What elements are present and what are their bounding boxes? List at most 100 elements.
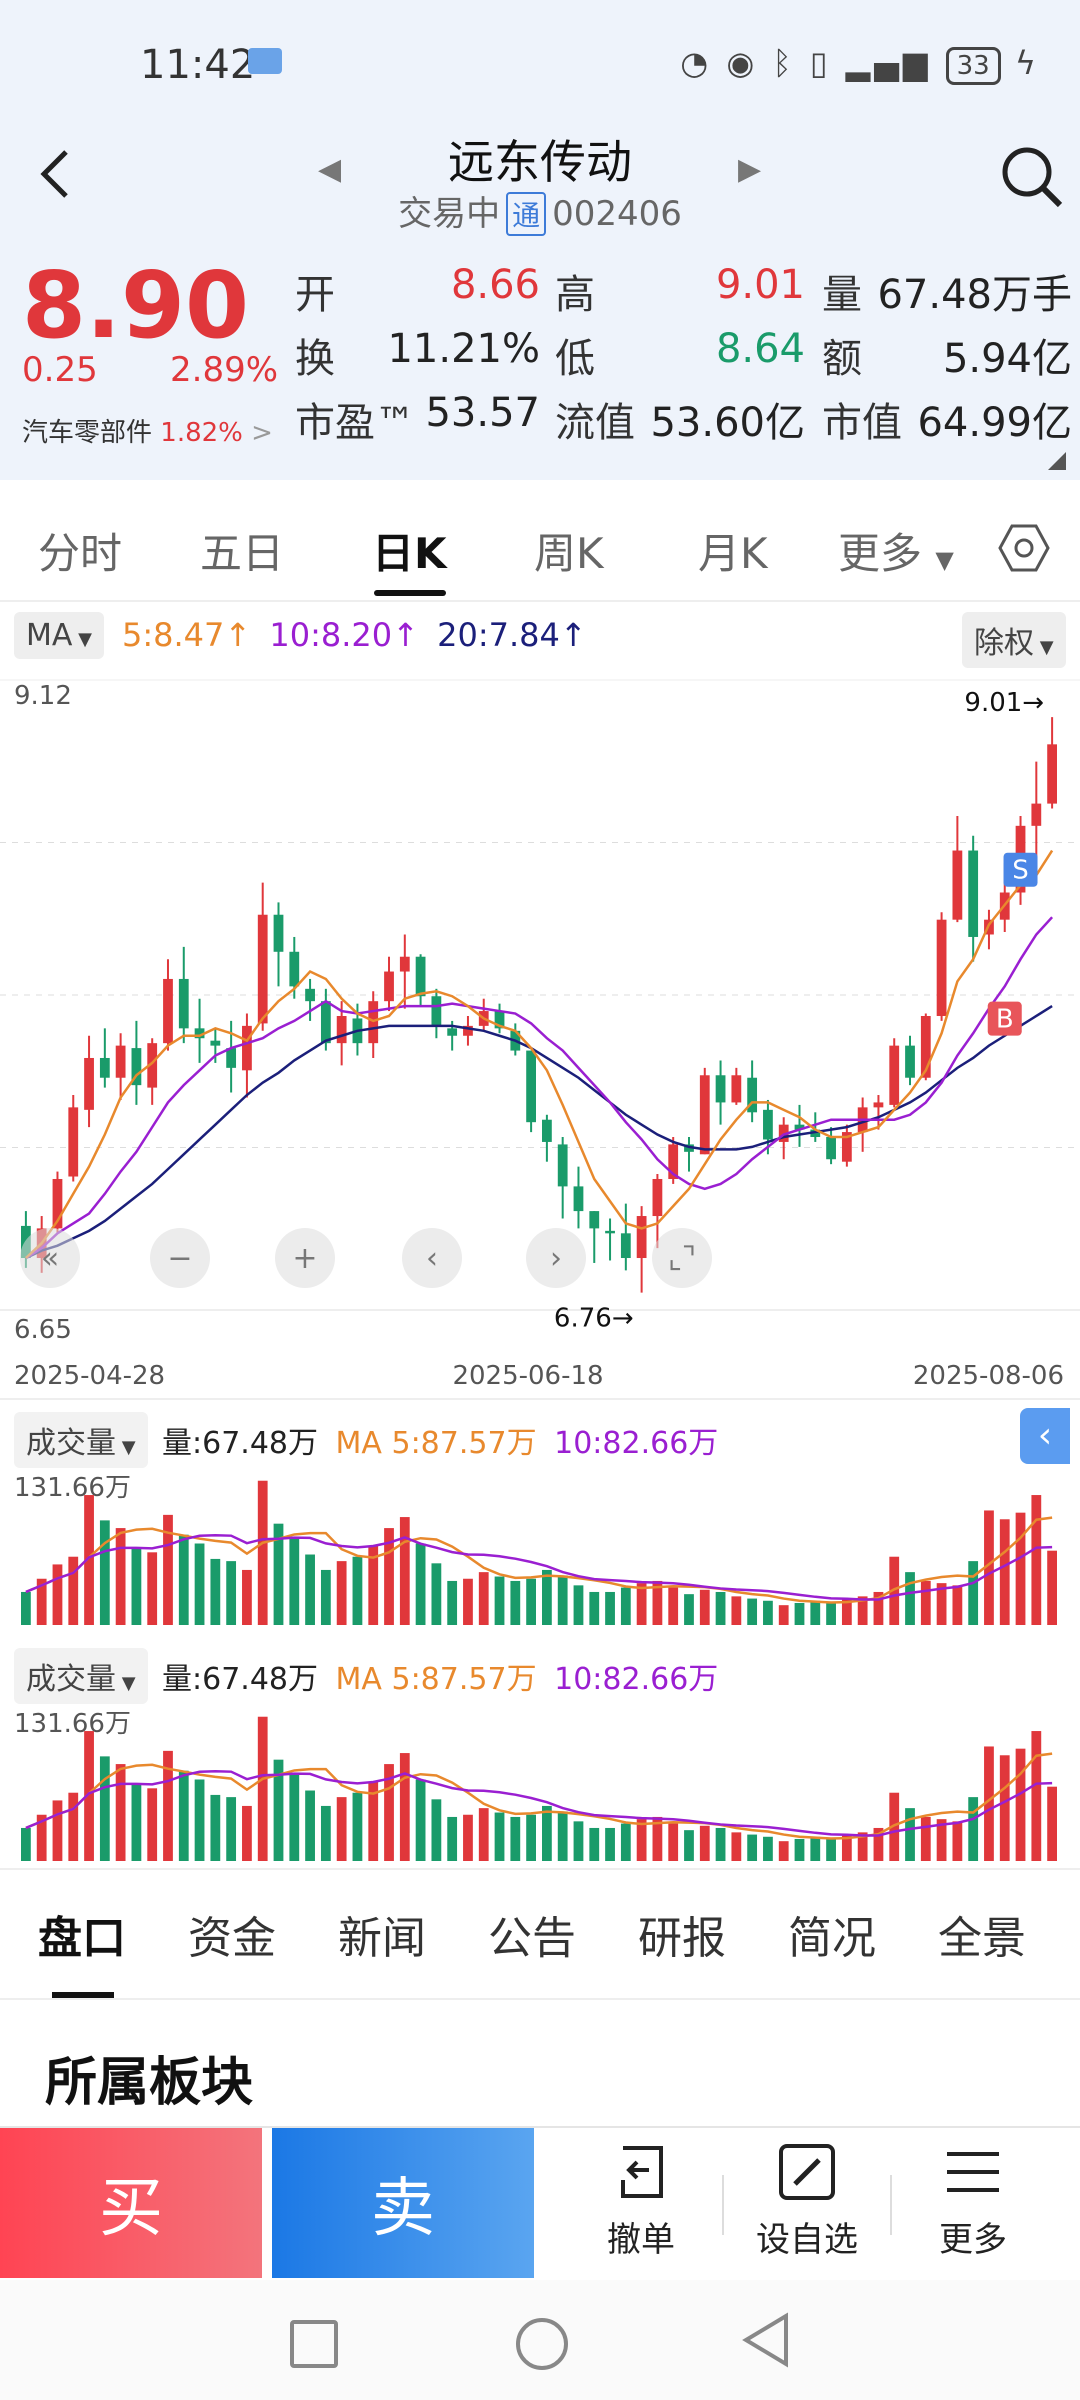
candle-body [447, 1028, 458, 1036]
volume-bar [905, 1808, 915, 1861]
tab-zhouk[interactable]: 周K [534, 529, 604, 578]
ma-legend: 5:8.47↑ 10:8.20↑ 20:7.84↑ [122, 616, 587, 654]
prev-icon[interactable]: ‹ [402, 1228, 462, 1288]
buy-button[interactable]: 买 [0, 2128, 262, 2278]
volume-bar [557, 1811, 568, 1861]
volume-bar [36, 1578, 47, 1625]
ma10-legend: 10:8.20 [269, 616, 393, 654]
tab-xinwen[interactable]: 新闻 [338, 1913, 426, 1964]
expand-corner-icon[interactable] [1048, 452, 1066, 470]
stat-value: 53.57 [425, 390, 540, 436]
volume-bar [226, 1561, 237, 1625]
add-watchlist-button[interactable]: 设自选 [732, 2140, 882, 2261]
volume-bar [920, 1816, 931, 1861]
stat-label: 开 [295, 272, 335, 318]
settings-icon[interactable] [998, 522, 1050, 574]
double-left-icon[interactable]: « [20, 1228, 80, 1288]
tab-yanbao[interactable]: 研报 [638, 1913, 726, 1964]
volume-bar [668, 1587, 679, 1625]
tab-yuek[interactable]: 月K [698, 529, 768, 578]
search-icon[interactable] [1000, 145, 1064, 209]
volume-bar [415, 1779, 426, 1861]
volume-bar [873, 1827, 884, 1861]
volume-chart-1: 131.66万 [14, 1473, 1058, 1625]
cancel-order-button[interactable]: 撤单 [566, 2140, 716, 2261]
stat-label: 额 [822, 336, 862, 382]
candle-body [68, 1107, 79, 1177]
tab-zijin[interactable]: 资金 [188, 1913, 276, 1964]
volume-bar [52, 1564, 63, 1625]
ma-selector[interactable]: MA ▼ [14, 612, 104, 659]
candle-body [573, 1186, 584, 1212]
candle-body [336, 1015, 347, 1044]
volume-bar [1047, 1786, 1058, 1861]
volume-bar [431, 1799, 442, 1861]
volume-bar [620, 1823, 631, 1861]
ma5-legend: 5:8.47 [122, 616, 225, 654]
sector-link[interactable]: 汽车零部件 1.82% > [22, 412, 273, 449]
tab-fenshi[interactable]: 分时 [38, 529, 123, 578]
candle-body [905, 1045, 915, 1078]
tab-gonggao[interactable]: 公告 [488, 1913, 576, 1964]
tab-wuri[interactable]: 五日 [200, 529, 285, 578]
kline-chart[interactable]: 9.12 6.65 9.01→ 6.76→ 2025-04-28 2025-06-18 20… [0, 670, 1080, 1400]
caret-down-icon: ▼ [116, 1673, 136, 1694]
volume-selector[interactable]: 成交量 ▼ [14, 1412, 148, 1468]
back-icon[interactable] [28, 144, 88, 204]
volume-bar [826, 1602, 836, 1625]
volume-bar [526, 1578, 537, 1625]
stat-value: 64.99亿 [917, 400, 1072, 446]
volume-bar [541, 1805, 552, 1861]
header [0, 130, 1080, 250]
tab-quanjing[interactable]: 全景 [938, 1913, 1026, 1964]
next-stock-icon[interactable]: ▶ [738, 152, 762, 187]
volume-bar [999, 1519, 1010, 1625]
ma20-legend: 20:7.84 [437, 616, 560, 654]
tab-underline [374, 590, 446, 596]
adjust-selector[interactable]: 除权 ▼ [962, 612, 1066, 668]
caret-down-icon: ▼ [935, 546, 954, 574]
vibrate-icon: ▯ [809, 44, 832, 82]
tab-pankou[interactable]: 盘口 [38, 1913, 126, 1964]
tab-jiankuang[interactable]: 简况 [788, 1913, 876, 1964]
back-nav-icon[interactable] [740, 2312, 792, 2368]
volume-bar [968, 1797, 979, 1861]
volume-bar [289, 1772, 300, 1861]
volume-ma10-line [25, 1769, 1053, 1837]
x-tick-label: 2025-08-06 [913, 1361, 1064, 1391]
fullscreen-icon[interactable]: ⌞⌝ [652, 1228, 712, 1288]
zoom-in-icon[interactable]: + [275, 1228, 335, 1288]
volume-bar [84, 1495, 94, 1625]
zoom-out-icon[interactable]: − [150, 1228, 210, 1288]
recent-apps-icon[interactable] [290, 2320, 338, 2368]
volume-bar [415, 1543, 426, 1625]
volume-bar [131, 1547, 142, 1625]
next-icon[interactable]: › [526, 1228, 586, 1288]
collapse-panel-icon[interactable]: ‹ [1020, 1408, 1070, 1464]
volume-bar [589, 1591, 600, 1625]
volume-bar [131, 1783, 142, 1861]
x-tick-label: 2025-04-28 [14, 1361, 165, 1391]
candle-body [936, 919, 947, 1016]
prev-stock-icon[interactable]: ◀ [318, 152, 342, 187]
x-tick-label: 2025-06-18 [452, 1361, 603, 1391]
volume-bar [210, 1794, 221, 1861]
candle-body [163, 978, 173, 1044]
tab-more[interactable]: 更多 ▼ [838, 520, 954, 581]
divider [0, 1398, 1080, 1400]
candle-body [431, 996, 442, 1026]
home-icon[interactable] [516, 2318, 568, 2370]
volume-bar [715, 1827, 726, 1861]
sell-button[interactable]: 卖 [272, 2128, 534, 2278]
ma20-line [25, 1005, 1053, 1260]
tab-rik[interactable]: 日K [372, 529, 447, 578]
volume-bar [242, 1569, 252, 1625]
separator [722, 2175, 724, 2235]
volume-bar [194, 1543, 205, 1625]
undo-icon [621, 2146, 663, 2198]
more-button[interactable]: 更多 [898, 2140, 1048, 2261]
volume-selector-2[interactable]: 成交量 ▼ [14, 1648, 148, 1704]
stat-label: 低 [555, 336, 595, 382]
svg-text:⌞⌝: ⌞⌝ [668, 1241, 696, 1276]
speed-icon: ◔ [680, 44, 713, 82]
